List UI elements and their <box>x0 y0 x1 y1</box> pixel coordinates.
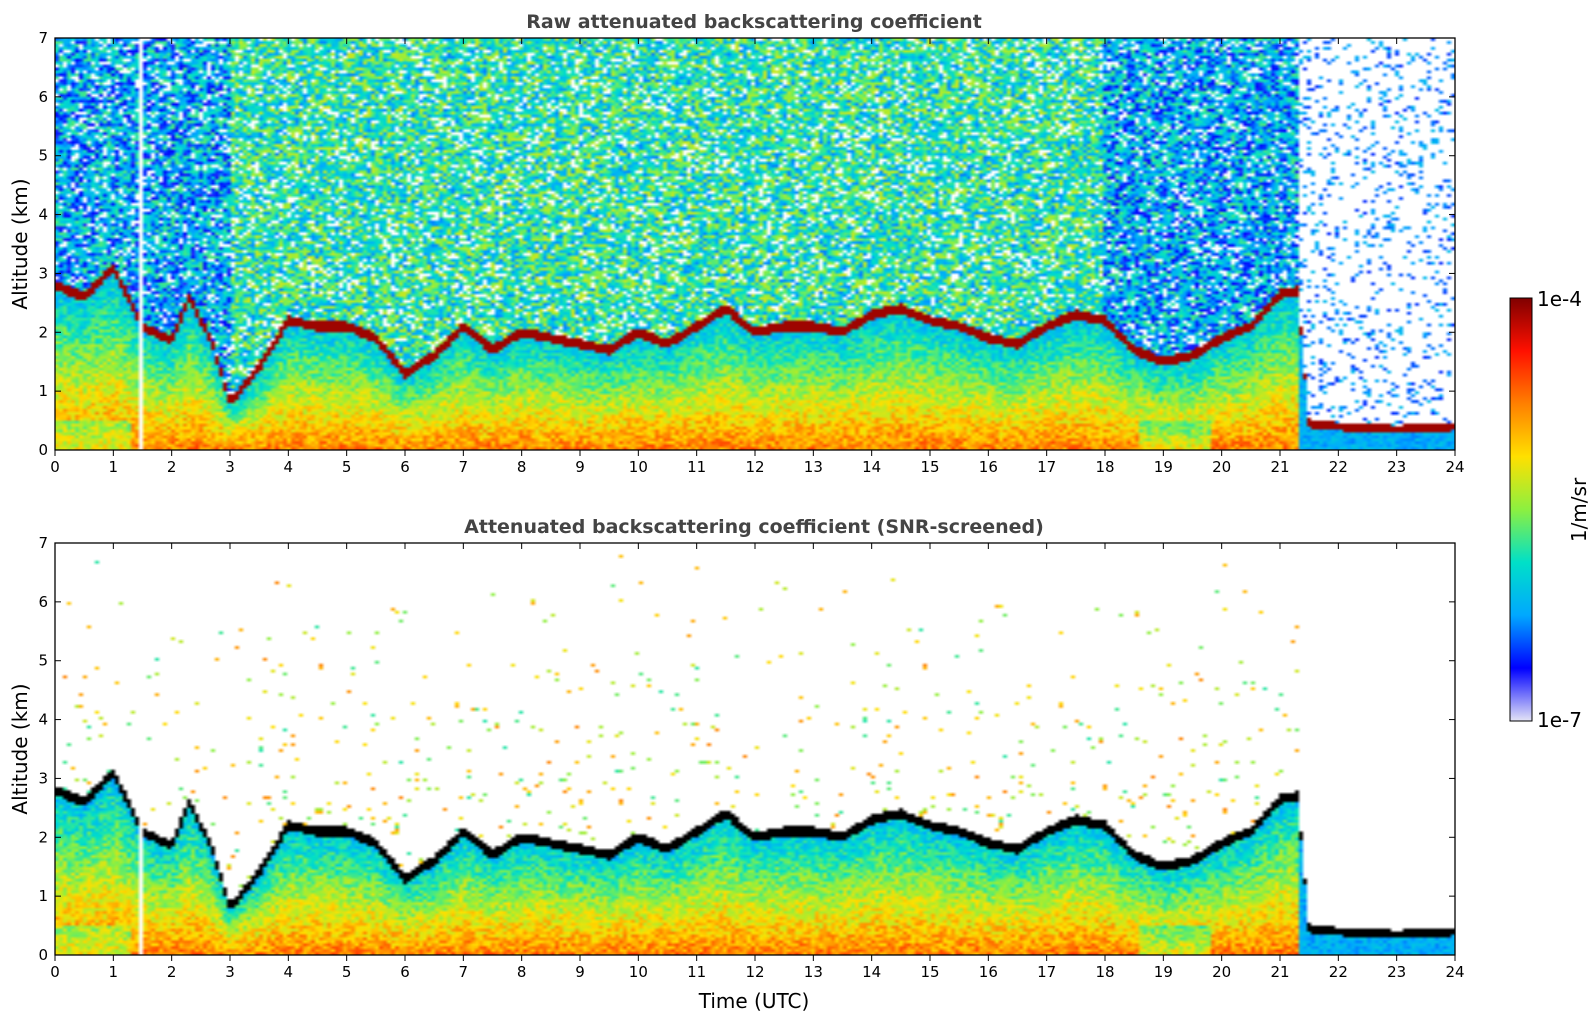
x-axis-raw: 0 1 2 3 4 5 6 7 8 9 10 11 12 13 14 15 16 17 18 19 20 21 22 23 24 <box>50 38 1465 476</box>
heatmap-image <box>55 38 1455 450</box>
x-tick-label: 12 <box>745 458 764 476</box>
x-tick-label: 16 <box>979 458 998 476</box>
x-tick-label: 8 <box>517 458 527 476</box>
colorbar-unit-label: 1/m/sr <box>1567 477 1591 542</box>
x-tick-label: 18 <box>1095 963 1114 981</box>
x-tick-label: 7 <box>459 458 469 476</box>
x-tick-label: 15 <box>920 963 939 981</box>
x-tick-label: 10 <box>629 963 648 981</box>
x-tick-label: 10 <box>629 458 648 476</box>
x-tick-label: 18 <box>1095 458 1114 476</box>
x-tick-label: 7 <box>459 963 469 981</box>
x-tick-label: 6 <box>400 458 410 476</box>
x-tick-label: 1 <box>109 963 119 981</box>
x-tick-label: 13 <box>804 458 823 476</box>
x-tick-label: 12 <box>745 963 764 981</box>
chart-title-raw: Raw attenuated backscattering coefficien… <box>526 11 982 33</box>
y-tick-label: 1 <box>38 887 48 905</box>
x-tick-label: 2 <box>167 963 177 981</box>
x-tick-label: 4 <box>284 458 294 476</box>
x-tick-label: 15 <box>920 458 939 476</box>
y-axis-label-raw: Altitude (km) <box>8 178 32 309</box>
x-tick-label: 20 <box>1212 963 1231 981</box>
x-tick-label: 19 <box>1154 458 1173 476</box>
y-tick-label: 4 <box>38 711 48 729</box>
x-tick-label: 22 <box>1329 458 1348 476</box>
x-tick-label: 17 <box>1037 963 1056 981</box>
x-tick-label: 23 <box>1387 458 1406 476</box>
x-tick-label: 19 <box>1154 963 1173 981</box>
y-tick-label: 5 <box>38 652 48 670</box>
y-axis-screened: 0 1 2 3 4 5 6 7 <box>38 534 1455 964</box>
x-tick-label: 6 <box>400 963 410 981</box>
panel-raw: Raw attenuated backscattering coefficien… <box>8 11 1465 476</box>
x-tick-label: 9 <box>575 458 585 476</box>
x-tick-label: 21 <box>1270 963 1289 981</box>
x-tick-label: 0 <box>50 458 60 476</box>
x-tick-label: 23 <box>1387 963 1406 981</box>
x-tick-label: 11 <box>687 963 706 981</box>
y-tick-label: 5 <box>38 147 48 165</box>
x-tick-label: 5 <box>342 458 352 476</box>
y-tick-label: 6 <box>38 593 48 611</box>
y-tick-label: 3 <box>38 769 48 787</box>
chart-title-screened: Attenuated backscattering coefficient (S… <box>464 516 1044 538</box>
heatmap-image <box>55 543 1455 955</box>
x-tick-label: 3 <box>225 963 235 981</box>
y-tick-label: 6 <box>38 88 48 106</box>
y-tick-label: 1 <box>38 382 48 400</box>
x-tick-label: 13 <box>804 963 823 981</box>
panel-screened: Attenuated backscattering coefficient (S… <box>8 516 1465 1013</box>
y-axis-raw: 0 1 2 3 4 5 6 7 <box>38 29 1455 459</box>
x-tick-label: 5 <box>342 963 352 981</box>
y-tick-label: 3 <box>38 264 48 282</box>
x-tick-label: 11 <box>687 458 706 476</box>
x-tick-label: 2 <box>167 458 177 476</box>
y-tick-label: 2 <box>38 828 48 846</box>
y-tick-label: 7 <box>38 534 48 552</box>
x-tick-label: 4 <box>284 963 294 981</box>
x-tick-label: 8 <box>517 963 527 981</box>
y-tick-label: 0 <box>38 441 48 459</box>
heatmap-screened <box>55 543 1455 955</box>
x-tick-label: 14 <box>862 963 881 981</box>
x-tick-label: 14 <box>862 458 881 476</box>
y-tick-label: 2 <box>38 323 48 341</box>
x-tick-label: 1 <box>109 458 119 476</box>
x-tick-label: 17 <box>1037 458 1056 476</box>
x-tick-label: 20 <box>1212 458 1231 476</box>
x-axis-screened: 0 1 2 3 4 5 6 7 8 9 10 11 12 13 14 15 16 17 18 19 20 21 22 23 24 <box>50 543 1465 981</box>
x-axis-label: Time (UTC) <box>698 989 810 1013</box>
colorbar: 1e-4 1e-7 1/m/sr <box>1509 287 1591 732</box>
x-tick-label: 0 <box>50 963 60 981</box>
heatmap-raw <box>55 38 1455 450</box>
x-tick-label: 3 <box>225 458 235 476</box>
y-tick-label: 4 <box>38 206 48 224</box>
colorbar-gradient <box>1509 297 1533 722</box>
x-tick-label: 22 <box>1329 963 1348 981</box>
y-tick-label: 7 <box>38 29 48 47</box>
colorbar-min-label: 1e-7 <box>1537 708 1582 732</box>
x-tick-label: 9 <box>575 963 585 981</box>
colorbar-max-label: 1e-4 <box>1537 287 1582 311</box>
y-tick-label: 0 <box>38 946 48 964</box>
x-tick-label: 24 <box>1445 963 1464 981</box>
x-tick-label: 24 <box>1445 458 1464 476</box>
x-tick-label: 21 <box>1270 458 1289 476</box>
y-axis-label-screened: Altitude (km) <box>8 683 32 814</box>
x-tick-label: 16 <box>979 963 998 981</box>
